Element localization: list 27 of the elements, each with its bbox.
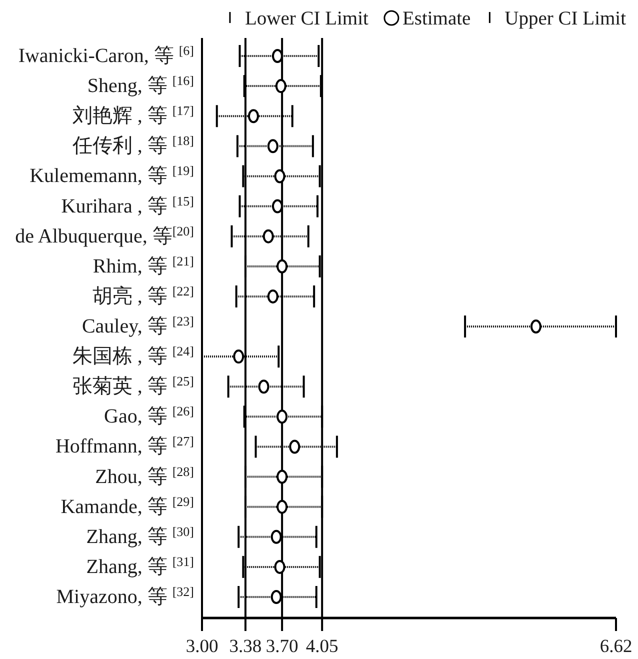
y-tick-label: Zhang, 等 $^{[30]}$ bbox=[86, 523, 194, 548]
legend-label: Estimate bbox=[402, 8, 471, 30]
y-tick-label: Kurihara , 等 $^{[15]}$ bbox=[61, 192, 194, 218]
y-tick-label: Zhou, 等 $^{[28]}$ bbox=[95, 463, 194, 488]
x-tick-label: 3.70 bbox=[266, 637, 298, 657]
y-tick-label: Gao, 等 $^{[26]}$ bbox=[104, 403, 194, 428]
x-tick-label: 3.38 bbox=[229, 637, 262, 657]
y-tick-label: 张菊英 , 等 $^{[25]}$ bbox=[72, 373, 194, 398]
x-tick-label: 4.05 bbox=[306, 637, 338, 657]
y-tick-label: Cauley, 等 $^{[23]}$ bbox=[82, 313, 194, 338]
y-tick-label: 刘艳辉 , 等 $^{[17]}$ bbox=[72, 102, 194, 128]
y-tick-label: 朱国栋 , 等 $^{[24]}$ bbox=[72, 343, 194, 368]
y-tick-label: de Albuquerque, 等$^{[20]}$ bbox=[15, 222, 194, 248]
text: Lower CI Limit bbox=[244, 8, 370, 30]
y-tick-label: 任传利 , 等 $^{[18]}$ bbox=[71, 132, 194, 158]
text: Upper CI Limit bbox=[504, 8, 627, 30]
y-tick-label: Rhim, 等 $^{[21]}$ bbox=[92, 252, 194, 278]
x-tick-label: 3.00 bbox=[186, 637, 218, 657]
y-tick-label: 胡亮 , 等 $^{[22]}$ bbox=[92, 282, 194, 308]
x-tick-label: 6.62 bbox=[600, 637, 632, 657]
y-tick-label: Kulememann, 等 $^{[19]}$ bbox=[30, 162, 194, 188]
y-tick-label: Miyazono, 等 $^{[32]}$ bbox=[56, 584, 194, 608]
y-tick-label: Kamande, 等 $^{[29]}$ bbox=[60, 493, 194, 518]
y-tick-label: Iwanicki-Caron, 等 $^{[6]}$ bbox=[18, 42, 194, 67]
y-tick-label: Sheng, 等 $^{[16]}$ bbox=[87, 72, 194, 98]
y-tick-label: Zhang, 等 $^{[31]}$ bbox=[86, 553, 194, 578]
y-tick-label: Hoffmann, 等 $^{[27]}$ bbox=[55, 433, 194, 458]
